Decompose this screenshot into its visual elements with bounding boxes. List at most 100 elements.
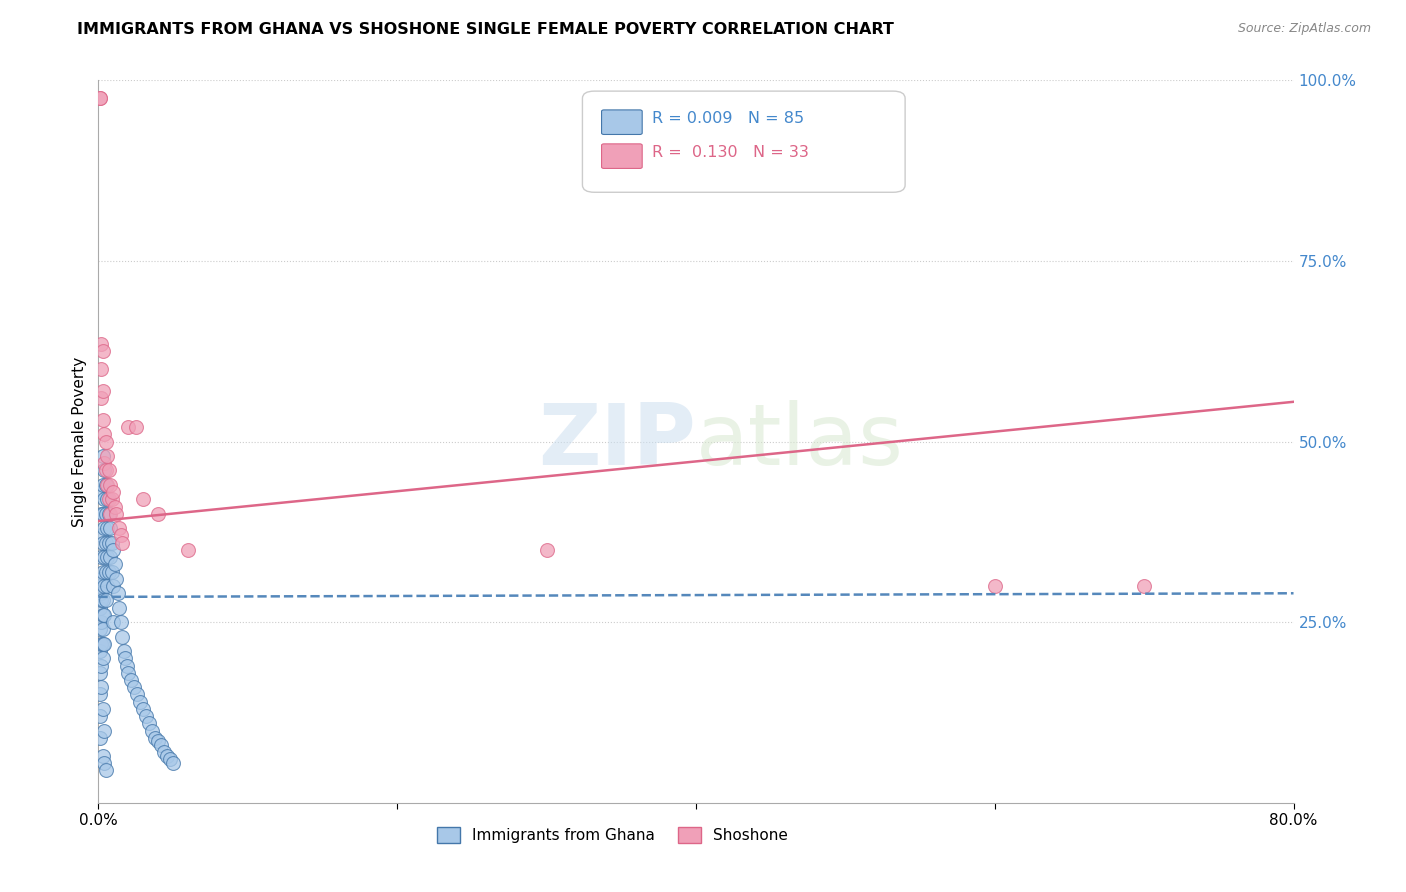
Y-axis label: Single Female Poverty: Single Female Poverty — [72, 357, 87, 526]
Point — [93, 579, 115, 593]
Point — [90, 615, 112, 630]
Point — [156, 748, 179, 763]
Point — [89, 644, 111, 658]
Point — [96, 449, 118, 463]
Point — [124, 680, 146, 694]
Point — [148, 734, 170, 748]
Point — [111, 630, 134, 644]
Point — [91, 449, 114, 463]
Point — [143, 731, 166, 745]
Point — [93, 463, 115, 477]
Point — [93, 756, 115, 770]
Point — [91, 637, 114, 651]
Point — [94, 507, 117, 521]
Point — [177, 542, 200, 557]
Point — [89, 600, 111, 615]
Point — [91, 413, 114, 427]
Point — [93, 456, 115, 470]
Point — [93, 607, 115, 622]
FancyBboxPatch shape — [582, 91, 905, 193]
Point — [110, 615, 132, 630]
Point — [94, 463, 117, 477]
Point — [91, 344, 114, 359]
Point — [98, 507, 122, 521]
Point — [153, 745, 176, 759]
Point — [91, 651, 114, 665]
Point — [93, 637, 115, 651]
Text: R =  0.130   N = 33: R = 0.130 N = 33 — [652, 145, 808, 160]
Point — [114, 651, 136, 665]
Point — [91, 384, 114, 398]
Point — [91, 535, 114, 549]
Point — [93, 723, 115, 738]
Point — [117, 420, 139, 434]
Point — [96, 579, 118, 593]
Point — [93, 550, 115, 565]
Point — [89, 665, 111, 680]
Point — [94, 593, 117, 607]
Point — [90, 572, 112, 586]
Point — [117, 665, 139, 680]
Point — [108, 521, 131, 535]
Point — [101, 565, 124, 579]
Point — [96, 550, 118, 565]
Point — [110, 528, 132, 542]
Point — [91, 748, 114, 763]
Point — [94, 478, 117, 492]
Point — [120, 673, 142, 687]
Point — [90, 391, 112, 405]
Point — [91, 607, 114, 622]
Point — [103, 615, 125, 630]
FancyBboxPatch shape — [602, 110, 643, 135]
Point — [90, 550, 112, 565]
Point — [98, 521, 122, 535]
Legend: Immigrants from Ghana, Shoshone: Immigrants from Ghana, Shoshone — [430, 822, 794, 849]
Point — [90, 658, 112, 673]
Point — [96, 478, 118, 492]
Point — [89, 709, 111, 723]
Point — [90, 586, 112, 600]
Point — [98, 478, 122, 492]
Point — [536, 542, 558, 557]
Point — [103, 485, 125, 500]
Point — [91, 593, 114, 607]
Point — [90, 593, 112, 607]
Point — [90, 507, 112, 521]
Point — [984, 579, 1007, 593]
Text: ZIP: ZIP — [538, 400, 696, 483]
Point — [135, 709, 157, 723]
Point — [94, 535, 117, 549]
Point — [97, 565, 120, 579]
Point — [90, 337, 112, 351]
Point — [107, 586, 129, 600]
Point — [90, 528, 112, 542]
Point — [125, 420, 148, 434]
Point — [103, 542, 125, 557]
Point — [104, 558, 127, 572]
Point — [132, 492, 155, 507]
Point — [89, 623, 111, 637]
Point — [96, 492, 118, 507]
Point — [98, 550, 122, 565]
Point — [91, 565, 114, 579]
Point — [97, 463, 120, 477]
Point — [90, 485, 112, 500]
Point — [93, 492, 115, 507]
Point — [97, 535, 120, 549]
Point — [89, 687, 111, 701]
Point — [129, 695, 152, 709]
Point — [159, 752, 181, 766]
Point — [97, 492, 120, 507]
Point — [91, 623, 114, 637]
Point — [89, 579, 111, 593]
Text: Source: ZipAtlas.com: Source: ZipAtlas.com — [1237, 22, 1371, 36]
Point — [148, 507, 170, 521]
Point — [105, 572, 128, 586]
Point — [93, 521, 115, 535]
Point — [105, 507, 128, 521]
Point — [103, 579, 125, 593]
Point — [104, 500, 127, 514]
Point — [101, 535, 124, 549]
Text: R = 0.009   N = 85: R = 0.009 N = 85 — [652, 112, 804, 126]
Point — [91, 702, 114, 716]
